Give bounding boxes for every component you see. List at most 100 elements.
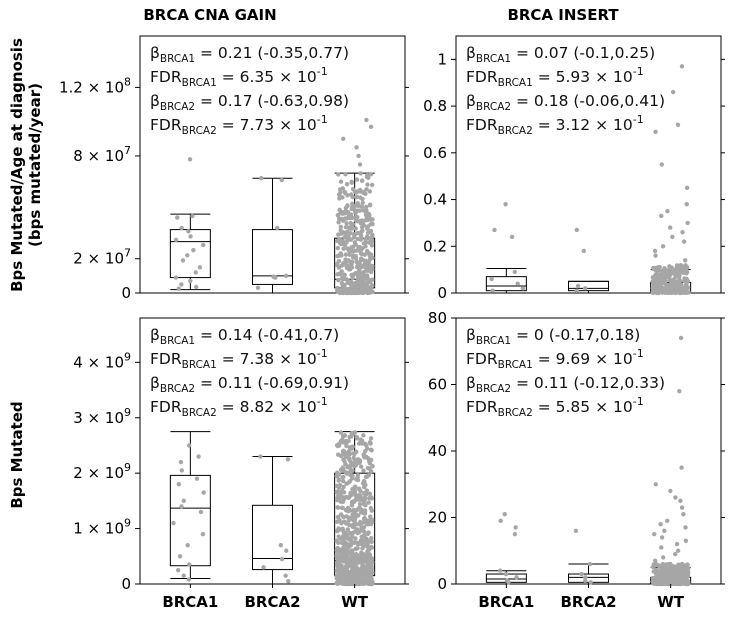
data-point <box>179 468 185 473</box>
row-label-top-line1: Bps Mutated/Age at diagnosis <box>8 38 26 292</box>
data-point <box>575 283 581 289</box>
data-point <box>346 286 351 292</box>
data-point <box>353 271 358 276</box>
data-point <box>344 552 350 557</box>
data-point <box>362 480 367 485</box>
data-point <box>351 231 357 237</box>
data-point <box>273 275 278 280</box>
data-point <box>344 569 349 575</box>
data-point <box>360 200 365 206</box>
data-point <box>361 468 366 473</box>
y-tick-label: 0 <box>437 284 447 302</box>
data-point <box>503 202 508 207</box>
data-point <box>679 465 684 470</box>
data-point <box>355 274 361 280</box>
data-point <box>197 265 203 270</box>
data-point <box>335 285 340 291</box>
data-point <box>188 278 193 284</box>
data-point <box>506 580 511 585</box>
data-point <box>284 548 289 553</box>
data-point <box>364 273 370 278</box>
data-point <box>665 209 670 214</box>
data-point <box>336 526 341 531</box>
data-point <box>171 520 176 526</box>
y-tick-label: 0 <box>121 284 131 302</box>
data-point <box>658 521 663 527</box>
data-point <box>354 540 360 545</box>
data-point <box>175 215 180 220</box>
data-point <box>350 275 355 281</box>
box-iqr <box>169 229 211 279</box>
data-point <box>346 470 352 476</box>
data-point <box>344 481 349 486</box>
data-point <box>186 443 192 448</box>
data-point <box>354 560 359 566</box>
data-point <box>362 529 367 535</box>
data-point <box>279 556 285 562</box>
y-tick-label: 0 <box>121 575 131 593</box>
data-point <box>335 556 340 561</box>
data-point <box>673 274 678 280</box>
data-point <box>180 258 186 263</box>
data-point <box>368 124 374 130</box>
data-point <box>367 189 373 194</box>
data-point <box>355 290 360 295</box>
data-point <box>680 230 685 235</box>
y-tick-label: 3 × 109 <box>73 406 131 427</box>
row-label-top-line2: (bps mutated/year) <box>26 83 44 247</box>
data-point <box>498 518 503 524</box>
data-point <box>658 287 663 292</box>
data-point <box>368 172 374 177</box>
data-point <box>342 559 347 564</box>
data-point <box>336 172 341 177</box>
data-point <box>335 470 340 475</box>
box-iqr <box>169 474 211 567</box>
data-point <box>340 276 346 282</box>
data-point <box>349 259 355 264</box>
data-point <box>652 558 658 563</box>
data-point <box>360 287 366 293</box>
data-point <box>354 569 360 574</box>
data-point <box>652 531 657 537</box>
data-point <box>662 266 667 271</box>
data-point <box>342 234 348 240</box>
data-point <box>358 233 364 238</box>
data-point <box>370 267 375 272</box>
data-point <box>340 466 346 471</box>
data-point <box>666 287 671 292</box>
box-iqr <box>485 276 527 292</box>
box-brca2 <box>252 454 293 585</box>
data-point <box>341 490 347 495</box>
data-point <box>677 388 682 394</box>
data-point <box>351 455 356 461</box>
stat-line: FDRBRCA1 = 7.38 × 10-1 <box>150 347 328 371</box>
data-point <box>662 528 667 533</box>
data-point <box>357 267 362 272</box>
data-point <box>341 519 347 524</box>
data-point <box>673 581 679 586</box>
data-point <box>345 527 350 532</box>
data-point <box>352 240 358 245</box>
data-point <box>337 192 342 197</box>
y-tick-label: 0.2 <box>423 237 447 255</box>
data-point <box>336 220 341 225</box>
data-point <box>685 220 690 226</box>
box-brca1 <box>169 431 211 582</box>
data-point <box>653 129 658 134</box>
data-point <box>283 273 289 279</box>
data-point <box>181 498 187 504</box>
data-point <box>675 122 681 127</box>
data-point <box>259 176 264 181</box>
data-point <box>344 277 349 282</box>
data-point <box>359 204 365 209</box>
data-point <box>359 539 365 545</box>
data-point <box>185 543 190 548</box>
data-point <box>368 287 373 292</box>
x-category-label: WT <box>657 593 685 611</box>
data-point <box>339 263 344 268</box>
box-wt <box>334 117 376 296</box>
data-point <box>361 433 366 438</box>
data-point <box>341 547 346 552</box>
data-point <box>358 251 364 256</box>
data-point <box>344 581 349 587</box>
